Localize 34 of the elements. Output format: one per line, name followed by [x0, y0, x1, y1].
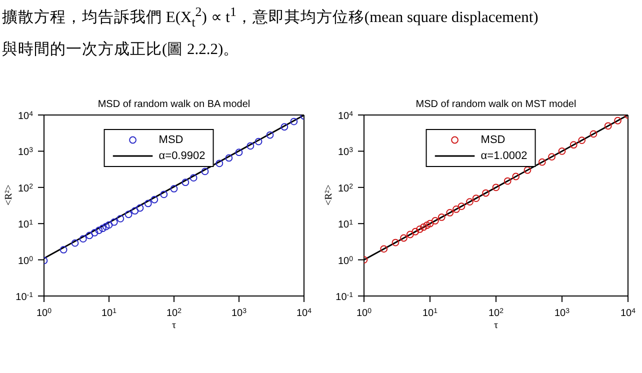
y-tick-label: 10$^{3}$: [18, 146, 34, 158]
legend-label: α=1.0002: [480, 150, 528, 162]
x-tick-label: 10$^{1}$: [422, 308, 438, 319]
x-tick-label: 10$^{4}$: [296, 308, 312, 319]
text: 擴散方程，均告訴我們 E(X$_{t}$$^{2}$) ∝ t$^{1}$，意即其均方位移(mean square displacement): [2, 4, 538, 30]
chart-title: MSD of random walk on MST model: [414, 99, 578, 110]
y-tick-label: 10$^{0}$: [18, 255, 34, 267]
y-tick-label: 10$^{1}$: [338, 219, 354, 231]
y-tick-label: 10$^{-1}$: [336, 292, 354, 303]
x-axis-title: τ: [172, 320, 176, 331]
y-tick-label: 10$^{1}$: [18, 219, 34, 231]
y-tick-label: 10$^{0}$: [338, 255, 354, 267]
y-axis-title: <R²>: [324, 184, 335, 206]
x-tick-label: 10$^{4}$: [620, 308, 636, 319]
y-tick-label: 10$^{4}$: [18, 110, 34, 122]
x-tick-label: 10$^{0}$: [356, 308, 372, 319]
legend-label: MSD: [480, 134, 506, 146]
x-tick-label: 10$^{3}$: [231, 308, 247, 319]
y-tick-label: 10$^{3}$: [338, 146, 354, 158]
x-tick-label: 10$^{2}$: [488, 308, 504, 319]
x-tick-label: 10$^{3}$: [554, 308, 570, 319]
chart-title: MSD of random walk on BA model: [96, 99, 252, 110]
y-tick-label: 10$^{2}$: [18, 182, 34, 194]
y-tick-label: 10$^{4}$: [338, 110, 354, 122]
text: 與時間的一次方成正比(圖 2.2.2)。: [2, 40, 240, 60]
x-axis-title: τ: [494, 320, 498, 331]
y-tick-label: 10$^{-1}$: [16, 292, 34, 303]
legend-label: MSD: [158, 134, 184, 146]
legend-label: α=0.9902: [158, 150, 206, 162]
x-tick-label: 10$^{2}$: [166, 308, 182, 319]
y-axis-title: <R²>: [4, 184, 15, 206]
y-tick-label: 10$^{2}$: [338, 182, 354, 194]
x-tick-label: 10$^{1}$: [101, 308, 117, 319]
x-tick-label: 10$^{0}$: [36, 308, 52, 319]
